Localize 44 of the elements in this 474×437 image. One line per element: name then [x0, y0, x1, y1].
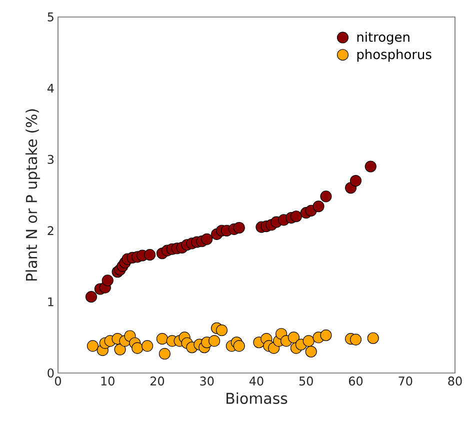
point [288, 332, 300, 344]
x-tick-label: 0 [54, 376, 62, 386]
point [320, 329, 332, 342]
x-axis-title: Biomass [226, 392, 288, 404]
x-tick-label: 40 [249, 376, 264, 386]
point [156, 333, 168, 345]
y-tick-label: 0 [48, 368, 54, 378]
point [320, 190, 332, 202]
point [142, 340, 154, 352]
point [367, 332, 379, 344]
x-tick-label: 50 [299, 376, 313, 386]
y-tick-label: 4 [47, 84, 54, 93]
point [233, 222, 245, 234]
y-tick-label: 1 [48, 297, 54, 306]
point [132, 342, 144, 354]
point [364, 160, 376, 172]
point [208, 335, 220, 347]
point [302, 335, 314, 347]
point [85, 291, 98, 303]
point [114, 344, 126, 356]
y-axis-title: Plant N or P uptake (%) [26, 109, 40, 281]
point [201, 233, 213, 245]
legend-label: phosphorus [357, 49, 432, 62]
x-tick-label: 10 [101, 376, 114, 386]
y-tick-label: 3 [48, 154, 54, 164]
point [305, 346, 317, 358]
point [312, 200, 324, 212]
point [158, 348, 170, 360]
y-tick-label: 5 [48, 12, 54, 22]
x-tick-label: 20 [150, 376, 164, 386]
y-tick-label: 2 [48, 226, 54, 236]
x-tick-label: 30 [200, 376, 214, 386]
point [144, 249, 156, 261]
legend-label: nitrogen [357, 32, 410, 44]
x-tick-label: 70 [398, 376, 412, 386]
point [350, 174, 362, 187]
point [102, 274, 114, 286]
point [290, 210, 302, 222]
point [216, 324, 228, 336]
point [233, 340, 245, 352]
point [86, 340, 99, 352]
point [350, 334, 362, 346]
x-tick-label: 80 [448, 376, 462, 386]
x-tick-label: 60 [348, 376, 363, 386]
